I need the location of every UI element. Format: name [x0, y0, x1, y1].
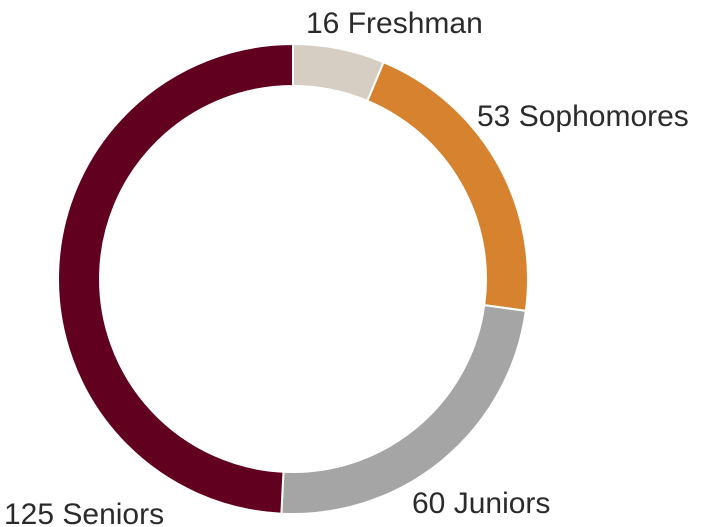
- label-juniors: 60 Juniors: [412, 487, 550, 520]
- label-seniors: 125 Seniors: [4, 498, 164, 527]
- slice-seniors: [57, 42, 294, 515]
- slice-juniors: [280, 304, 527, 515]
- label-sophomores: 53 Sophomores: [477, 100, 689, 133]
- label-freshman: 16 Freshman: [306, 7, 483, 40]
- donut-slices: [57, 42, 529, 515]
